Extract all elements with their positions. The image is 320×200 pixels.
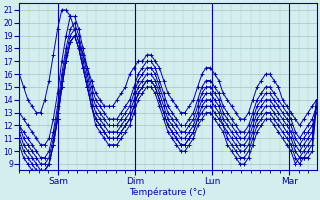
X-axis label: Température (°c): Température (°c) bbox=[130, 187, 206, 197]
